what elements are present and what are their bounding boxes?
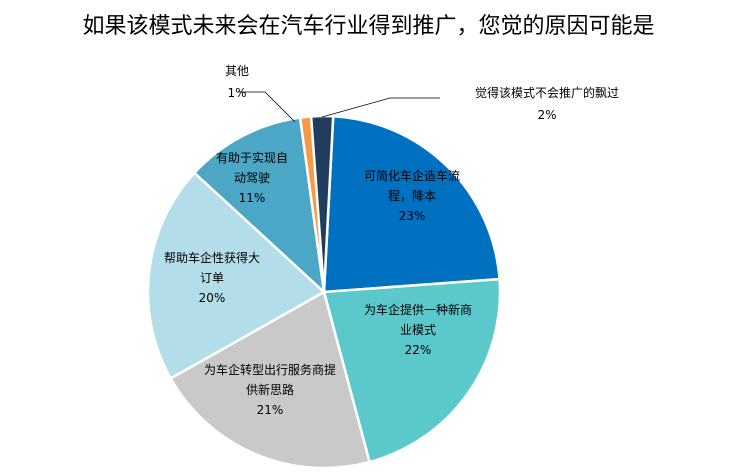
pie-slice bbox=[309, 114, 335, 293]
slice-category-label: 觉得该模式不会推广的飘过 bbox=[475, 85, 619, 100]
slice-percent-label: 23% bbox=[399, 209, 426, 223]
leader-line bbox=[238, 91, 296, 123]
leader-line bbox=[321, 97, 440, 118]
slice-category-label: 可简化车企造车流 bbox=[364, 168, 460, 183]
pie-slice bbox=[322, 277, 502, 464]
slice-category-label: 动驾驶 bbox=[234, 170, 270, 185]
slice-category-label: 供新思路 bbox=[246, 382, 294, 397]
slice-category-label: 帮助车企性获得大 bbox=[164, 250, 260, 265]
pie-slices bbox=[146, 114, 502, 470]
pie-slice bbox=[322, 114, 501, 294]
slice-percent-label: 11% bbox=[239, 191, 266, 205]
slice-percent-label: 22% bbox=[405, 343, 432, 357]
slice-category-label: 其他 bbox=[225, 64, 249, 78]
slice-category-label: 有助于实现自 bbox=[216, 150, 288, 165]
pie-slice bbox=[168, 290, 372, 470]
leader-lines bbox=[238, 91, 440, 123]
slice-category-label: 订单 bbox=[200, 271, 224, 285]
slice-percent-label: 1% bbox=[227, 86, 246, 100]
slice-percent-label: 2% bbox=[537, 108, 556, 122]
slice-category-label: 业模式 bbox=[400, 323, 436, 337]
slice-percent-label: 21% bbox=[257, 403, 284, 417]
chart-title: 如果该模式未来会在汽车行业得到推广，您觉的原因可能是 bbox=[82, 14, 655, 39]
slice-category-label: 程，降本 bbox=[388, 188, 436, 203]
pie-slice bbox=[146, 171, 327, 381]
slice-category-label: 为车企提供一种新商 bbox=[364, 302, 472, 317]
slice-category-label: 为车企转型出行服务商提 bbox=[204, 362, 336, 377]
slice-percent-label: 20% bbox=[199, 291, 226, 305]
pie-slice bbox=[192, 116, 326, 296]
